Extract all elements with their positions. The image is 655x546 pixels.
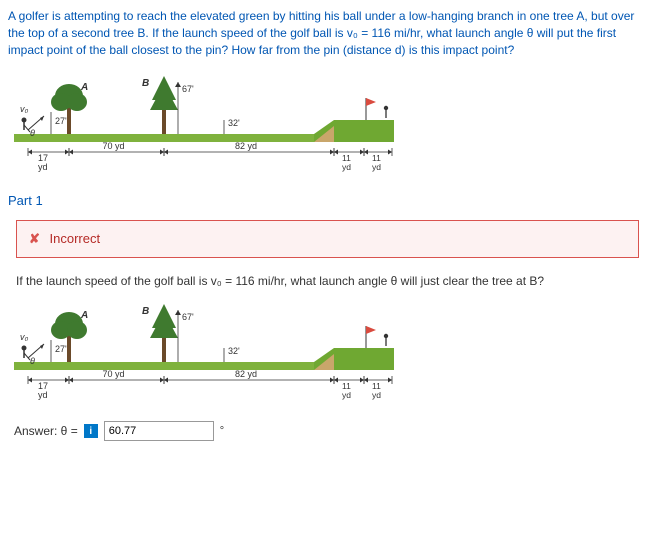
part-1-prompt: If the launch speed of the golf ball is … — [16, 274, 639, 288]
answer-row: Answer: θ = i ° — [14, 421, 647, 441]
feedback-text: Incorrect — [50, 231, 101, 246]
svg-text:v₀: v₀ — [20, 332, 29, 342]
svg-text:B: B — [142, 78, 149, 89]
problem-diagram: v₀θA27'B67'32'17yd70 yd82 yd1111ydyd — [14, 72, 647, 175]
problem-statement: A golfer is attempting to reach the elev… — [8, 8, 647, 58]
answer-unit: ° — [220, 425, 224, 437]
svg-text:yd: yd — [38, 162, 48, 172]
svg-text:70 yd: 70 yd — [103, 141, 125, 151]
answer-input[interactable] — [104, 421, 214, 441]
part-1-diagram: v₀θA27'B67'32'17yd70 yd82 yd1111ydyd — [14, 300, 647, 403]
svg-text:A: A — [80, 82, 88, 93]
answer-label: Answer: θ = — [14, 424, 78, 438]
svg-text:yd: yd — [372, 162, 381, 172]
svg-text:27': 27' — [55, 344, 67, 354]
svg-text:70 yd: 70 yd — [103, 369, 125, 379]
svg-text:82 yd: 82 yd — [235, 369, 257, 379]
feedback-incorrect: ✘ Incorrect — [16, 220, 639, 258]
part-1-header: Part 1 — [8, 193, 647, 208]
svg-text:82 yd: 82 yd — [235, 141, 257, 151]
svg-text:yd: yd — [372, 390, 381, 400]
svg-text:yd: yd — [342, 162, 351, 172]
svg-text:yd: yd — [38, 390, 48, 400]
svg-text:67': 67' — [182, 84, 194, 94]
incorrect-icon: ✘ — [29, 231, 40, 246]
svg-text:yd: yd — [342, 390, 351, 400]
info-icon[interactable]: i — [84, 424, 98, 438]
svg-text:θ: θ — [30, 128, 35, 138]
svg-text:67': 67' — [182, 312, 194, 322]
svg-text:27': 27' — [55, 116, 67, 126]
svg-text:B: B — [142, 306, 149, 317]
svg-text:32': 32' — [228, 346, 240, 356]
svg-text:v₀: v₀ — [20, 104, 29, 114]
svg-text:θ: θ — [30, 356, 35, 366]
svg-text:32': 32' — [228, 118, 240, 128]
svg-text:A: A — [80, 310, 88, 321]
